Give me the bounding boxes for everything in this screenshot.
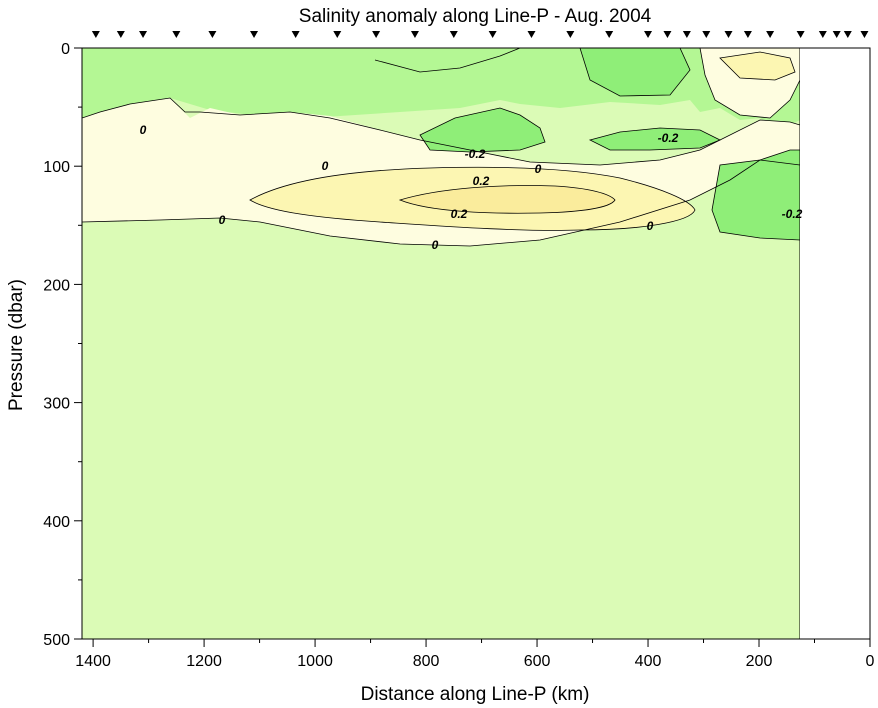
station-marker <box>250 31 259 38</box>
y-tick-label: 200 <box>43 277 70 294</box>
station-marker <box>172 31 181 38</box>
region-neg-0.4-b <box>590 128 720 150</box>
station-marker <box>766 31 775 38</box>
x-tick-label: 400 <box>635 653 662 670</box>
y-tick-label: 300 <box>43 396 70 413</box>
region-neg-0.4-d <box>712 150 800 240</box>
station-marker <box>644 31 653 38</box>
station-marker <box>818 31 827 38</box>
no-data-region <box>800 48 878 639</box>
station-marker <box>116 31 125 38</box>
y-tick-label: 0 <box>61 41 70 58</box>
region-neg-0.4-c <box>580 48 690 96</box>
contour-label: -0.2 <box>465 147 486 161</box>
contour-fills <box>82 48 878 639</box>
region-pos-0.4 <box>400 185 615 214</box>
x-axis-label: Distance along Line-P (km) <box>361 684 590 705</box>
region-neg-0.4-a <box>420 108 545 152</box>
contour-label: 0.2 <box>473 174 490 188</box>
station-marker <box>488 31 497 38</box>
station-marker <box>139 31 148 38</box>
station-marker <box>527 31 536 38</box>
station-marker <box>743 31 752 38</box>
contour-lines <box>82 48 800 247</box>
station-markers <box>91 31 869 38</box>
contour-label: 0 <box>432 238 439 252</box>
station-marker <box>333 31 342 38</box>
station-marker <box>605 31 614 38</box>
x-axis: 1400 1200 1000 800 600 400 200 0 <box>75 639 875 670</box>
chart-title: Salinity anomaly along Line-P - Aug. 200… <box>299 6 652 27</box>
station-marker <box>566 31 575 38</box>
station-marker <box>724 31 733 38</box>
station-marker <box>682 31 691 38</box>
station-marker <box>702 31 711 38</box>
station-marker <box>410 31 419 38</box>
station-marker <box>291 31 300 38</box>
x-tick-label: 1400 <box>75 653 111 670</box>
station-marker <box>372 31 381 38</box>
y-tick-label: 400 <box>43 514 70 531</box>
x-tick-label: 600 <box>524 653 551 670</box>
seafloor-profile <box>814 140 841 639</box>
station-marker <box>832 31 841 38</box>
x-tick-label: 0 <box>866 653 875 670</box>
contour-label: -0.2 <box>658 131 679 145</box>
contour-label: 0 <box>140 123 147 137</box>
contour-label: 0.2 <box>451 207 468 221</box>
x-tick-label: 1000 <box>297 653 333 670</box>
region-pos-0.2-topright <box>720 52 795 80</box>
x-tick-label: 1200 <box>186 653 222 670</box>
station-marker <box>796 31 805 38</box>
contour-labels: 0 0 0 0 0 0 0.2 0.2 -0.2 -0.2 -0.2 <box>140 123 803 252</box>
station-marker <box>843 31 852 38</box>
y-axis: 0 100 200 300 400 500 <box>43 41 82 649</box>
contour-label: 0 <box>219 213 226 227</box>
station-marker <box>860 31 869 38</box>
y-axis-label: Pressure (dbar) <box>6 279 27 411</box>
y-tick-label: 500 <box>43 632 70 649</box>
contour-label: 0 <box>322 159 329 173</box>
contour-label: -0.2 <box>782 207 803 221</box>
x-tick-label: 200 <box>746 653 773 670</box>
station-marker <box>91 31 100 38</box>
contour-label: 0 <box>647 219 654 233</box>
x-tick-label: 800 <box>413 653 440 670</box>
station-marker <box>663 31 672 38</box>
station-marker <box>449 31 458 38</box>
y-tick-label: 100 <box>43 159 70 176</box>
contour-label: 0 <box>535 162 542 176</box>
station-marker <box>208 31 217 38</box>
